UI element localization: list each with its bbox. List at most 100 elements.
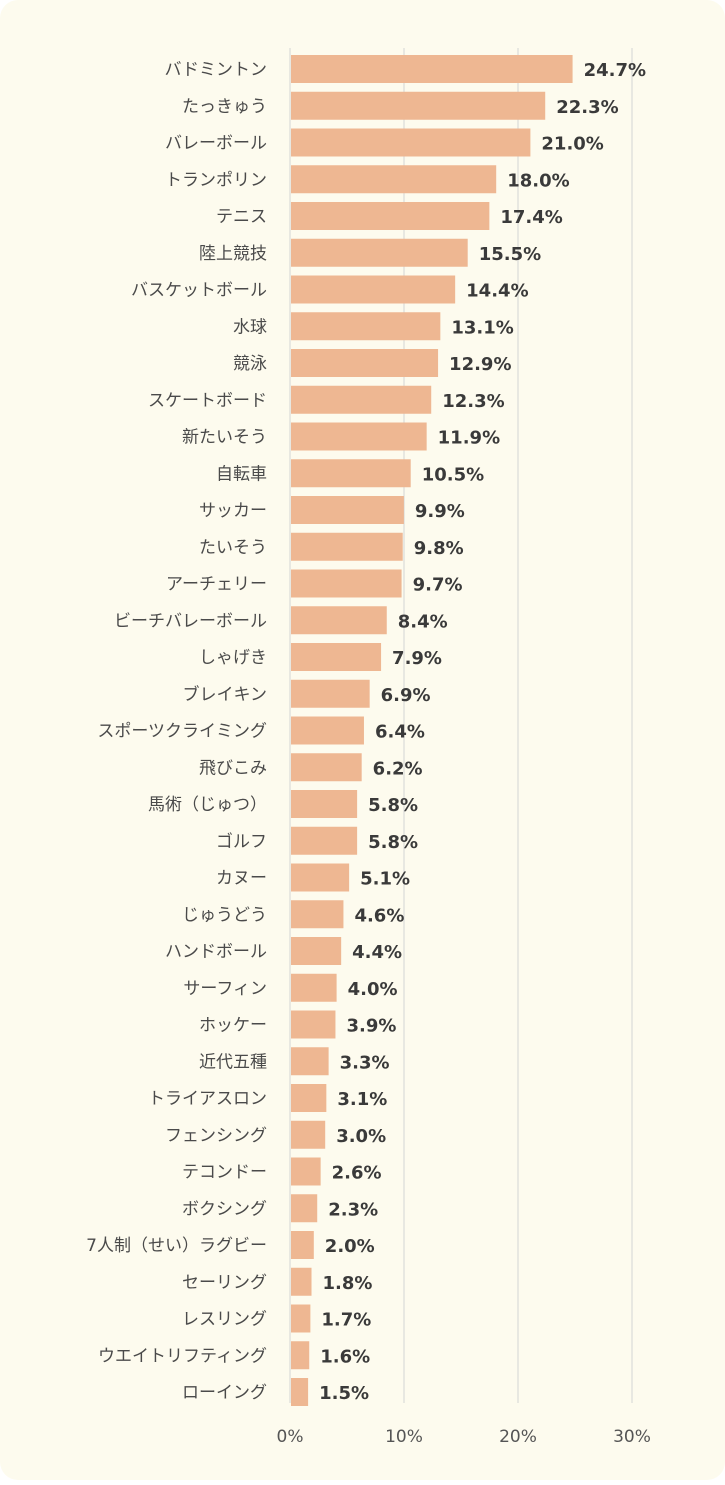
value-label: 6.4%: [375, 722, 425, 743]
category-label: ウエイトリフティング: [98, 1346, 267, 1366]
value-label: 5.8%: [368, 832, 418, 853]
category-label: 馬術（じゅつ）: [148, 795, 267, 815]
category-label: たいそう: [199, 538, 267, 558]
category-label: 陸上競技: [199, 244, 267, 264]
x-tick-label: 10%: [385, 1427, 423, 1447]
category-label: トランポリン: [165, 170, 267, 190]
bar: [291, 1267, 312, 1296]
category-label: しゃげき: [199, 648, 267, 668]
category-label: バレーボール: [165, 134, 267, 154]
bar: [291, 716, 364, 745]
category-label: 7人制（せい）ラグビー: [86, 1236, 267, 1256]
bar: [291, 496, 404, 524]
value-label: 1.6%: [320, 1346, 370, 1367]
bar: [291, 202, 490, 230]
category-label: レスリング: [182, 1310, 267, 1330]
category-label: たっきゅう: [182, 97, 267, 117]
value-label: 3.3%: [340, 1052, 390, 1073]
bar: [291, 238, 468, 267]
category-label: 水球: [233, 317, 267, 337]
bars: [291, 55, 573, 1406]
value-label: 1.7%: [321, 1310, 371, 1331]
value-label: 14.4%: [466, 281, 528, 302]
value-label: 18.0%: [507, 170, 569, 191]
value-label: 3.0%: [336, 1126, 386, 1147]
category-label: ブレイキン: [183, 684, 268, 705]
bar: [291, 790, 358, 818]
grid-lines: [289, 48, 633, 1403]
bar: [291, 1084, 327, 1112]
value-label: 6.2%: [373, 758, 423, 779]
category-label: ビーチバレーボール: [114, 611, 267, 631]
bar: [291, 937, 342, 965]
category-label: じゅうどう: [182, 905, 267, 925]
category-label: スケートボード: [148, 391, 267, 411]
bar: [291, 1378, 309, 1406]
value-label: 3.9%: [346, 1016, 396, 1037]
bar: [291, 55, 573, 83]
value-label: 4.6%: [354, 905, 404, 926]
category-label: ホッケー: [199, 1016, 267, 1036]
bar: [291, 459, 411, 488]
value-label: 10.5%: [422, 464, 484, 485]
category-label: ローイング: [182, 1383, 267, 1403]
bar: [291, 275, 456, 304]
bar: [291, 1304, 311, 1333]
value-label: 4.0%: [348, 979, 398, 1000]
value-label: 1.8%: [323, 1273, 373, 1294]
bar: [291, 863, 350, 892]
value-label: 7.9%: [392, 648, 442, 669]
bar: [291, 128, 531, 157]
value-label: 1.5%: [319, 1383, 369, 1404]
value-label: 17.4%: [500, 207, 562, 228]
bar: [291, 606, 387, 635]
value-label: 2.3%: [328, 1199, 378, 1220]
category-label: セーリング: [182, 1273, 267, 1293]
category-label: フェンシング: [165, 1126, 267, 1146]
category-label: テコンドー: [182, 1163, 267, 1183]
category-label: カヌー: [216, 869, 267, 889]
x-tick-label: 0%: [277, 1427, 304, 1447]
bar: [291, 1157, 321, 1186]
category-label: ゴルフ: [216, 831, 267, 852]
bar: [291, 900, 344, 929]
value-label: 5.1%: [360, 869, 410, 890]
value-label: 2.6%: [332, 1163, 382, 1184]
bar: [291, 1120, 326, 1149]
bar: [291, 826, 358, 855]
category-label: 飛びこみ: [199, 758, 267, 778]
bar: [291, 753, 362, 782]
category-label: スポーツクライミング: [97, 722, 267, 742]
bar: [291, 1010, 336, 1039]
category-label: サッカー: [199, 501, 267, 521]
category-label: バドミントン: [164, 60, 267, 80]
value-label: 8.4%: [398, 611, 448, 632]
category-label: 近代五種: [199, 1052, 267, 1072]
bar: [291, 165, 497, 194]
category-label: トライアスロン: [148, 1089, 267, 1109]
value-label: 12.9%: [449, 354, 511, 375]
bar: [291, 1194, 318, 1223]
bar: [291, 349, 439, 377]
category-label: サーフィン: [183, 979, 267, 999]
category-label: バスケットボール: [131, 281, 267, 301]
bar: [291, 643, 382, 671]
bar: [291, 569, 402, 598]
bar: [291, 422, 427, 451]
category-label: 競泳: [233, 354, 267, 374]
bar: [291, 312, 441, 341]
value-label: 12.3%: [442, 391, 504, 412]
value-label: 4.4%: [352, 942, 402, 963]
x-tick-label: 30%: [613, 1427, 651, 1447]
category-label: 新たいそう: [182, 428, 267, 448]
value-label: 11.9%: [438, 428, 500, 449]
category-label: 自転車: [216, 464, 267, 484]
category-labels: バドミントンたっきゅうバレーボールトランポリンテニス陸上競技バスケットボール水球…: [86, 60, 267, 1403]
value-label: 3.1%: [337, 1089, 387, 1110]
bar: [291, 1231, 314, 1259]
category-label: アーチェリー: [166, 575, 267, 595]
value-label: 9.8%: [414, 538, 464, 559]
value-label: 6.9%: [381, 685, 431, 706]
category-label: ボクシング: [182, 1199, 267, 1219]
